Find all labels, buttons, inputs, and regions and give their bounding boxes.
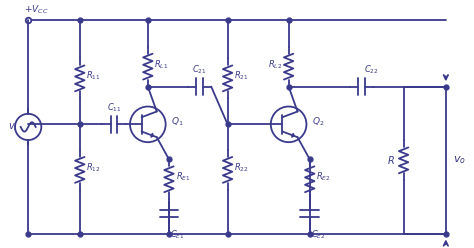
Text: $C_{11}$: $C_{11}$ <box>107 101 121 114</box>
Text: $R_{12}$: $R_{12}$ <box>86 161 101 174</box>
Text: $+V_{CC}$: $+V_{CC}$ <box>25 3 49 16</box>
Text: $Q_2$: $Q_2$ <box>312 116 325 128</box>
Text: $R_{E2}$: $R_{E2}$ <box>316 171 331 183</box>
Text: $C_{22}$: $C_{22}$ <box>364 64 378 76</box>
Text: $C_{21}$: $C_{21}$ <box>192 64 207 76</box>
Text: $C_{E1}$: $C_{E1}$ <box>170 229 185 241</box>
Text: $v_i$: $v_i$ <box>9 121 18 133</box>
Text: $R_{E1}$: $R_{E1}$ <box>175 171 190 183</box>
Text: $R_{L2}$: $R_{L2}$ <box>267 58 282 70</box>
Text: $v_o$: $v_o$ <box>453 155 466 166</box>
Text: $R_{11}$: $R_{11}$ <box>86 70 101 82</box>
Text: $R_{L1}$: $R_{L1}$ <box>155 58 169 70</box>
Text: $R_{21}$: $R_{21}$ <box>234 70 249 82</box>
Text: $R$: $R$ <box>387 154 395 166</box>
Text: $R_{22}$: $R_{22}$ <box>234 161 249 174</box>
Text: $Q_1$: $Q_1$ <box>171 116 184 128</box>
Text: $C_{E2}$: $C_{E2}$ <box>311 229 326 241</box>
